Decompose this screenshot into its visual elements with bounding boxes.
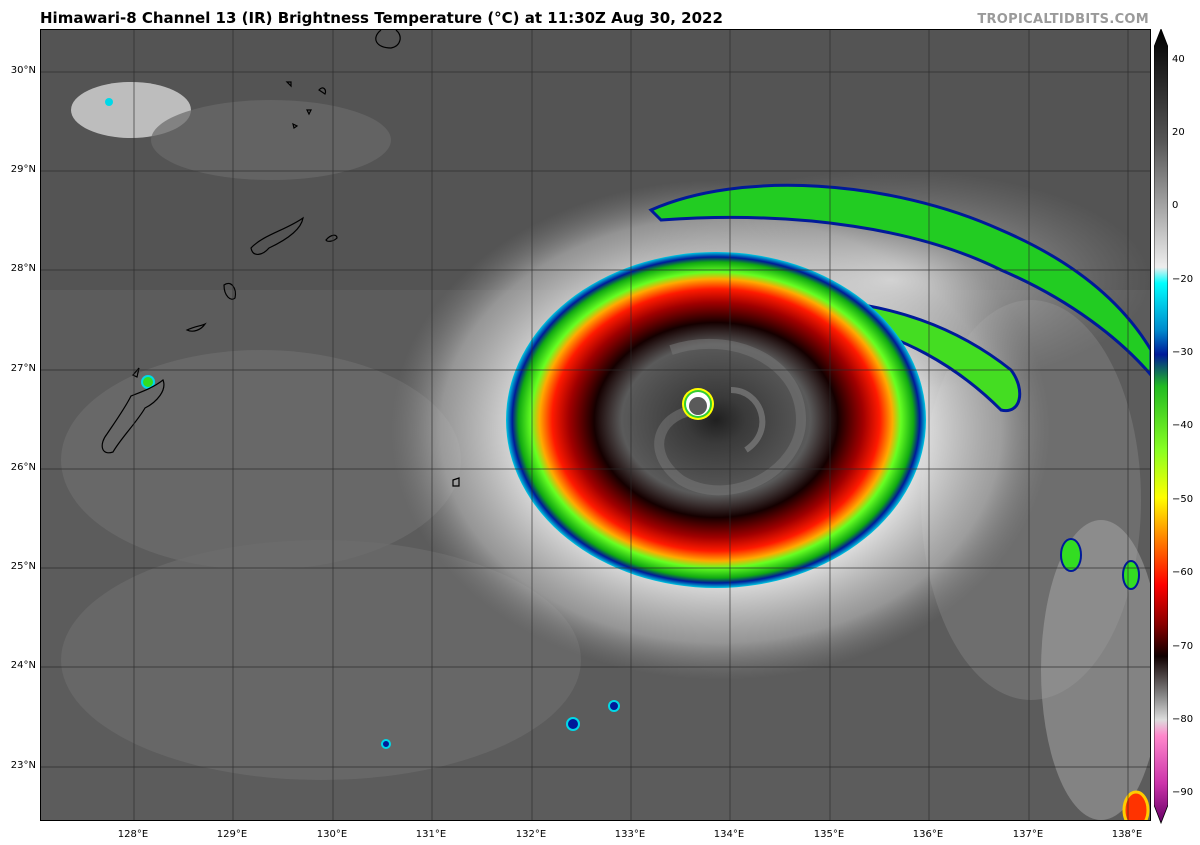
lon-label-138e: 138°E <box>1111 829 1143 840</box>
lon-label-134e: 134°E <box>713 829 745 840</box>
lon-label-136e: 136°E <box>912 829 944 840</box>
lon-label-131e: 131°E <box>415 829 447 840</box>
lat-label-24n: 24°N <box>10 660 36 671</box>
colorbar-label-minus30: −30 <box>1172 347 1194 358</box>
lon-label-137e: 137°E <box>1012 829 1044 840</box>
lat-label-27n: 27°N <box>10 363 36 374</box>
colorbar-label-minus90: −90 <box>1172 787 1194 798</box>
lat-label-23n: 23°N <box>10 760 36 771</box>
colorbar-label-minus20: −20 <box>1172 274 1194 285</box>
lat-label-30n: 30°N <box>10 65 36 76</box>
lon-label-132e: 132°E <box>515 829 547 840</box>
lon-label-129e: 129°E <box>216 829 248 840</box>
lat-label-25n: 25°N <box>10 561 36 572</box>
colorbar-label-40: 40 <box>1172 54 1185 65</box>
colorbar-label-20: 20 <box>1172 127 1185 138</box>
source-credit: TROPICALTIDBITS.COM <box>977 12 1149 27</box>
lat-label-26n: 26°N <box>10 462 36 473</box>
colorbar-label-minus40: −40 <box>1172 420 1194 431</box>
colorbar-label-minus80: −80 <box>1172 714 1194 725</box>
lat-label-28n: 28°N <box>10 263 36 274</box>
lon-label-130e: 130°E <box>316 829 348 840</box>
satellite-map <box>40 29 1151 821</box>
temperature-colorbar <box>1154 29 1168 825</box>
lon-label-128e: 128°E <box>117 829 149 840</box>
colorbar-label-minus50: −50 <box>1172 494 1194 505</box>
lon-label-135e: 135°E <box>813 829 845 840</box>
colorbar-label-0: 0 <box>1172 200 1179 211</box>
map-title: Himawari-8 Channel 13 (IR) Brightness Te… <box>40 9 723 27</box>
lon-label-133e: 133°E <box>614 829 646 840</box>
colorbar-label-minus70: −70 <box>1172 641 1194 652</box>
ir-imagery <box>41 30 1150 820</box>
lat-label-29n: 29°N <box>10 164 36 175</box>
colorbar-label-minus60: −60 <box>1172 567 1194 578</box>
